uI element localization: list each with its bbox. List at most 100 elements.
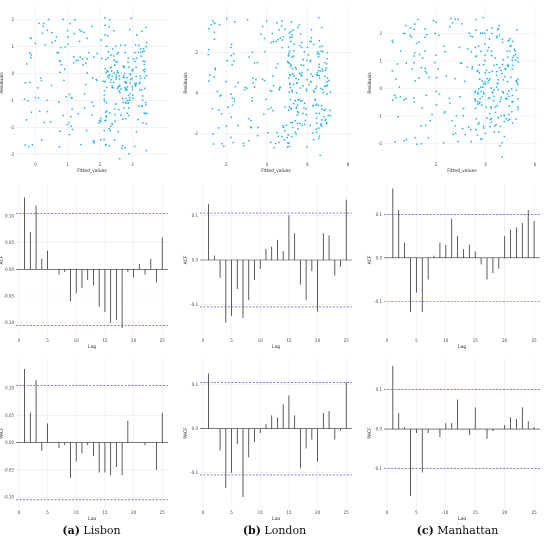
data-point — [509, 37, 512, 40]
data-point — [478, 63, 481, 66]
x-tick-label: 25 — [344, 338, 350, 343]
data-point — [144, 68, 146, 71]
data-point — [488, 38, 491, 40]
data-point — [212, 143, 215, 145]
panel-manhattan-pacf: 0 5 10 15 20 25 -0.1 0.0 0.1 Lag PACF — [367, 358, 540, 520]
data-point — [512, 40, 514, 43]
data-point — [435, 21, 438, 24]
data-point — [482, 91, 485, 94]
data-point — [275, 66, 278, 69]
data-point — [135, 57, 138, 59]
y-tick-label: 0 — [379, 86, 382, 91]
y-tick-label: 0.0 — [376, 427, 383, 432]
x-axis-label: Lag — [272, 344, 280, 350]
data-point — [24, 144, 27, 147]
y-tick-label: -0.05 — [4, 467, 15, 472]
data-point — [141, 95, 144, 97]
data-point — [312, 43, 315, 46]
data-point — [135, 66, 138, 69]
data-point — [288, 32, 291, 35]
data-point — [473, 98, 476, 101]
data-point — [124, 87, 127, 90]
data-point — [480, 50, 482, 53]
data-point — [104, 67, 107, 70]
data-point — [273, 146, 276, 149]
data-point — [470, 140, 472, 143]
y-tick-label: -2 — [378, 141, 382, 146]
data-point — [515, 118, 517, 121]
data-point — [128, 99, 131, 102]
data-point — [506, 49, 509, 52]
data-point — [104, 33, 107, 36]
data-point — [284, 106, 287, 108]
data-point — [40, 79, 43, 82]
data-point — [139, 74, 142, 77]
panel-lisbon-acf: 0 5 10 15 20 25 -0.10 -0.05 0.00 0.05 0.10 Lag ACF — [0, 184, 168, 350]
data-point — [207, 48, 210, 51]
y-tick-label: 0 — [11, 71, 14, 76]
data-point — [105, 45, 108, 48]
data-point — [476, 69, 479, 72]
data-point — [127, 107, 130, 110]
data-point — [256, 134, 259, 137]
data-point — [288, 83, 291, 86]
data-point — [63, 79, 65, 82]
data-point — [105, 71, 108, 74]
data-point — [484, 71, 486, 74]
data-point — [510, 45, 513, 47]
data-point — [106, 34, 109, 37]
data-point — [511, 64, 514, 67]
data-point — [106, 110, 108, 112]
data-point — [140, 55, 143, 58]
data-point — [243, 89, 246, 91]
data-point — [467, 126, 470, 129]
data-point — [71, 108, 74, 110]
data-point — [290, 63, 292, 66]
data-point — [495, 123, 498, 126]
y-tick-label: 0.0 — [192, 426, 199, 431]
data-point — [117, 72, 119, 74]
data-point — [494, 57, 497, 59]
data-point — [230, 93, 232, 96]
y-axis-label: PACF — [0, 427, 5, 439]
data-point — [482, 127, 485, 130]
data-point — [297, 78, 300, 81]
x-tick-label: 0 — [386, 338, 389, 343]
data-point — [481, 80, 484, 82]
data-point — [318, 74, 321, 77]
data-point — [142, 60, 144, 63]
data-point — [109, 129, 112, 132]
data-point — [242, 142, 245, 145]
data-point — [103, 94, 106, 96]
data-point — [71, 128, 74, 131]
data-point — [291, 121, 294, 124]
data-point — [499, 125, 502, 128]
data-point — [68, 121, 71, 124]
data-point — [113, 64, 116, 66]
data-point — [296, 26, 299, 29]
data-point — [291, 56, 293, 59]
data-point — [265, 98, 268, 101]
x-tick-label: 0 — [202, 338, 205, 343]
data-point — [51, 31, 53, 34]
data-point — [421, 57, 424, 60]
data-point — [321, 26, 323, 29]
data-point — [301, 46, 303, 49]
data-point — [429, 119, 432, 122]
data-point — [111, 123, 114, 126]
data-point — [507, 113, 510, 116]
data-point — [481, 95, 484, 98]
data-point — [320, 50, 323, 52]
caption-name: London — [264, 524, 307, 537]
data-point — [315, 112, 318, 115]
data-point — [287, 52, 290, 54]
data-point — [329, 91, 332, 94]
data-point — [317, 137, 320, 140]
data-point — [448, 25, 451, 28]
data-point — [289, 65, 292, 68]
data-point — [491, 32, 493, 35]
data-point — [122, 65, 125, 68]
data-point — [493, 125, 496, 127]
data-point — [495, 86, 498, 88]
